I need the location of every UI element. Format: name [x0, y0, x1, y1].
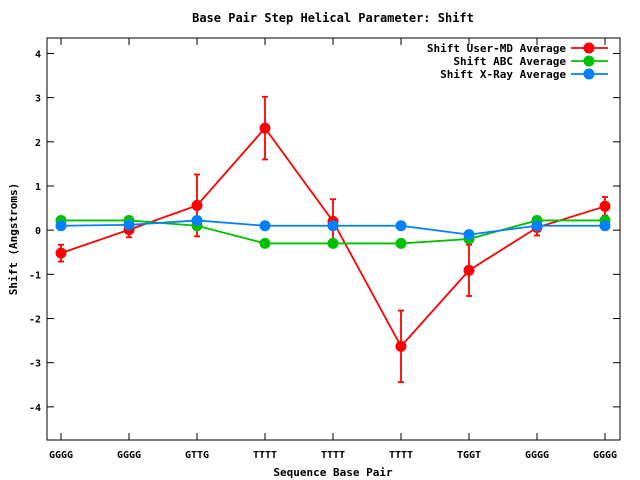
- chart-title: Base Pair Step Helical Parameter: Shift: [192, 11, 474, 25]
- x-tick-label: TTTT: [253, 450, 277, 461]
- x-tick-label: GGGG: [49, 450, 73, 461]
- y-tick-label: -1: [29, 270, 41, 281]
- legend-swatch-marker: [583, 55, 595, 67]
- y-axis-label: Shift (Angstroms): [7, 183, 20, 296]
- y-tick-label: -4: [29, 403, 41, 414]
- data-point: [191, 214, 203, 226]
- y-tick-label: 1: [35, 182, 41, 193]
- data-point: [259, 237, 271, 249]
- data-point: [55, 220, 67, 232]
- x-tick-label: TTTT: [321, 450, 345, 461]
- legend-label: Shift X-Ray Average: [440, 68, 566, 81]
- x-tick-label: GTTG: [185, 450, 209, 461]
- data-point: [327, 220, 339, 232]
- y-tick-label: -2: [29, 315, 41, 326]
- data-point: [55, 247, 67, 259]
- x-tick-label: TGGT: [457, 450, 481, 461]
- data-point: [599, 220, 611, 232]
- y-tick-label: 0: [35, 226, 41, 237]
- x-tick-label: GGGG: [117, 450, 141, 461]
- y-tick-label: -3: [29, 359, 41, 370]
- x-tick-label: TTTT: [389, 450, 413, 461]
- data-point: [259, 122, 271, 134]
- series-2: [55, 214, 611, 241]
- legend-swatch-marker: [583, 42, 595, 54]
- data-point: [395, 340, 407, 352]
- data-point: [395, 237, 407, 249]
- y-tick-label: 4: [35, 49, 41, 60]
- legend-label: Shift User-MD Average: [427, 42, 566, 55]
- y-tick-label: 3: [35, 94, 41, 105]
- legend-swatch-marker: [583, 68, 595, 80]
- x-tick-label: GGGG: [525, 450, 549, 461]
- data-point: [191, 199, 203, 211]
- data-point: [123, 219, 135, 231]
- data-point: [463, 229, 475, 241]
- data-point: [395, 220, 407, 232]
- data-point: [599, 200, 611, 212]
- x-axis: GGGG GGGG GTTG TTTT TTTT TTTT TGGT GGGG GGGG: [49, 38, 617, 461]
- data-point: [327, 237, 339, 249]
- data-point: [259, 220, 271, 232]
- legend-label: Shift ABC Average: [453, 55, 566, 68]
- data-point: [463, 264, 475, 276]
- x-tick-label: GGGG: [593, 450, 617, 461]
- x-axis-label: Sequence Base Pair: [273, 466, 393, 479]
- series-layer: [55, 95, 611, 384]
- y-tick-label: 2: [35, 138, 41, 149]
- data-point: [531, 220, 543, 232]
- y-axis: -4 -3 -2 -1 0 1 2 3 4: [29, 49, 620, 414]
